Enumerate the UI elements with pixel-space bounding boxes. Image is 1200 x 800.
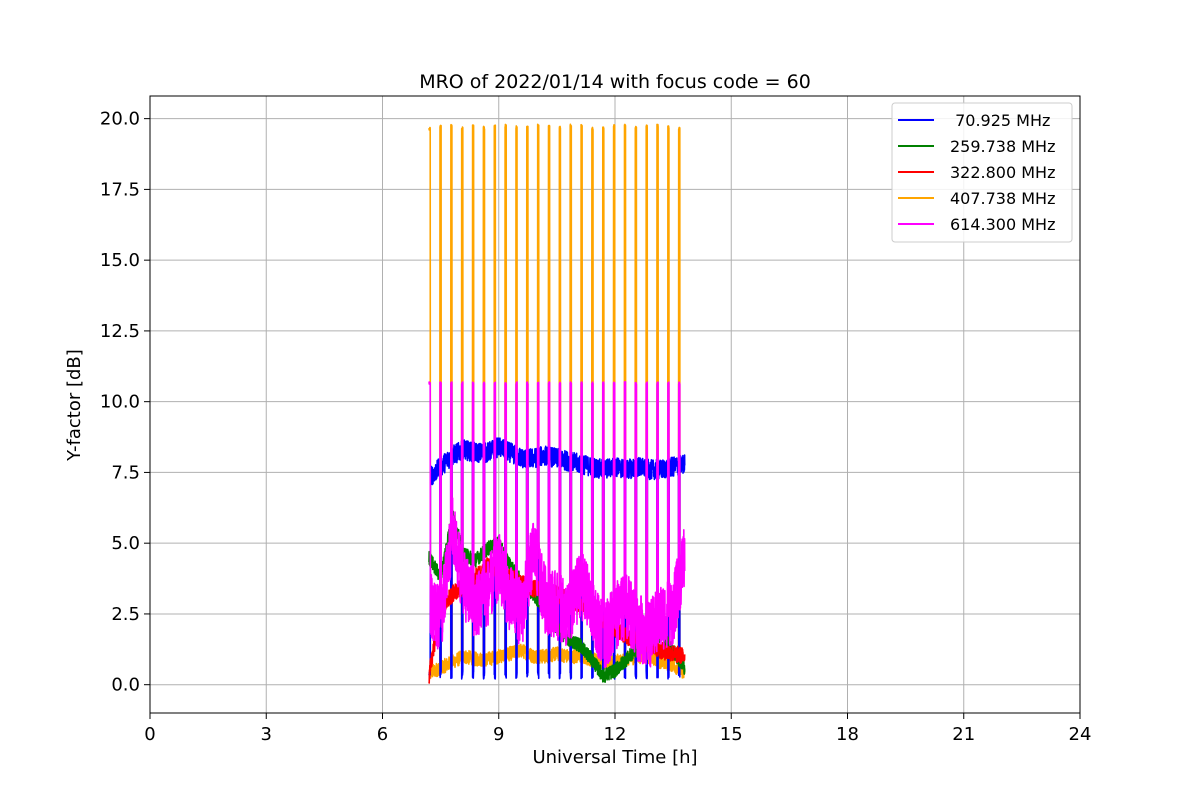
y-tick-label-5: 12.5 — [100, 321, 140, 342]
y-tick-label-6: 15.0 — [100, 250, 140, 271]
legend-label-1: 259.738 MHz — [950, 137, 1055, 156]
y-tick-label-7: 17.5 — [100, 179, 140, 200]
x-tick-label-5: 15 — [720, 724, 743, 745]
legend-label-2: 322.800 MHz — [950, 163, 1055, 182]
x-tick-label-3: 9 — [493, 724, 504, 745]
x-tick-label-7: 21 — [952, 724, 975, 745]
x-tick-label-8: 24 — [1069, 724, 1092, 745]
x-tick-label-6: 18 — [836, 724, 859, 745]
y-tick-label-4: 10.0 — [100, 392, 140, 413]
x-tick-label-0: 0 — [144, 724, 155, 745]
series-line-0 — [428, 437, 686, 680]
y-tick-label-3: 7.5 — [111, 462, 140, 483]
y-tick-label-2: 5.0 — [111, 533, 140, 554]
legend-label-3: 407.738 MHz — [950, 189, 1055, 208]
legend: 70.925 MHz 259.738 MHz 322.800 MHz 407.738 … — [891, 102, 1073, 243]
series-group — [428, 123, 686, 684]
y-tick-label-0: 0.0 — [111, 675, 140, 696]
x-tick-label-4: 12 — [604, 724, 627, 745]
legend-label-0: 70.925 MHz — [950, 111, 1050, 130]
legend-label-4: 614.300 MHz — [950, 215, 1055, 234]
legend-box — [891, 102, 1073, 243]
y-tick-label-8: 20.0 — [100, 109, 140, 130]
y-axis-label: Y-factor [dB] — [64, 349, 85, 462]
x-tick-label-2: 6 — [377, 724, 388, 745]
x-axis: 0 3 6 9 12 15 18 21 24 — [144, 713, 1091, 745]
chart-title: MRO of 2022/01/14 with focus code = 60 — [419, 71, 811, 93]
x-tick-label-1: 3 — [261, 724, 272, 745]
y-tick-label-1: 2.5 — [111, 604, 140, 625]
x-axis-label: Universal Time [h] — [532, 747, 697, 768]
series-line-4 — [428, 381, 686, 668]
y-axis: 0.0 2.5 5.0 7.5 10.0 12.5 15.0 17.5 20.0 — [100, 109, 150, 696]
